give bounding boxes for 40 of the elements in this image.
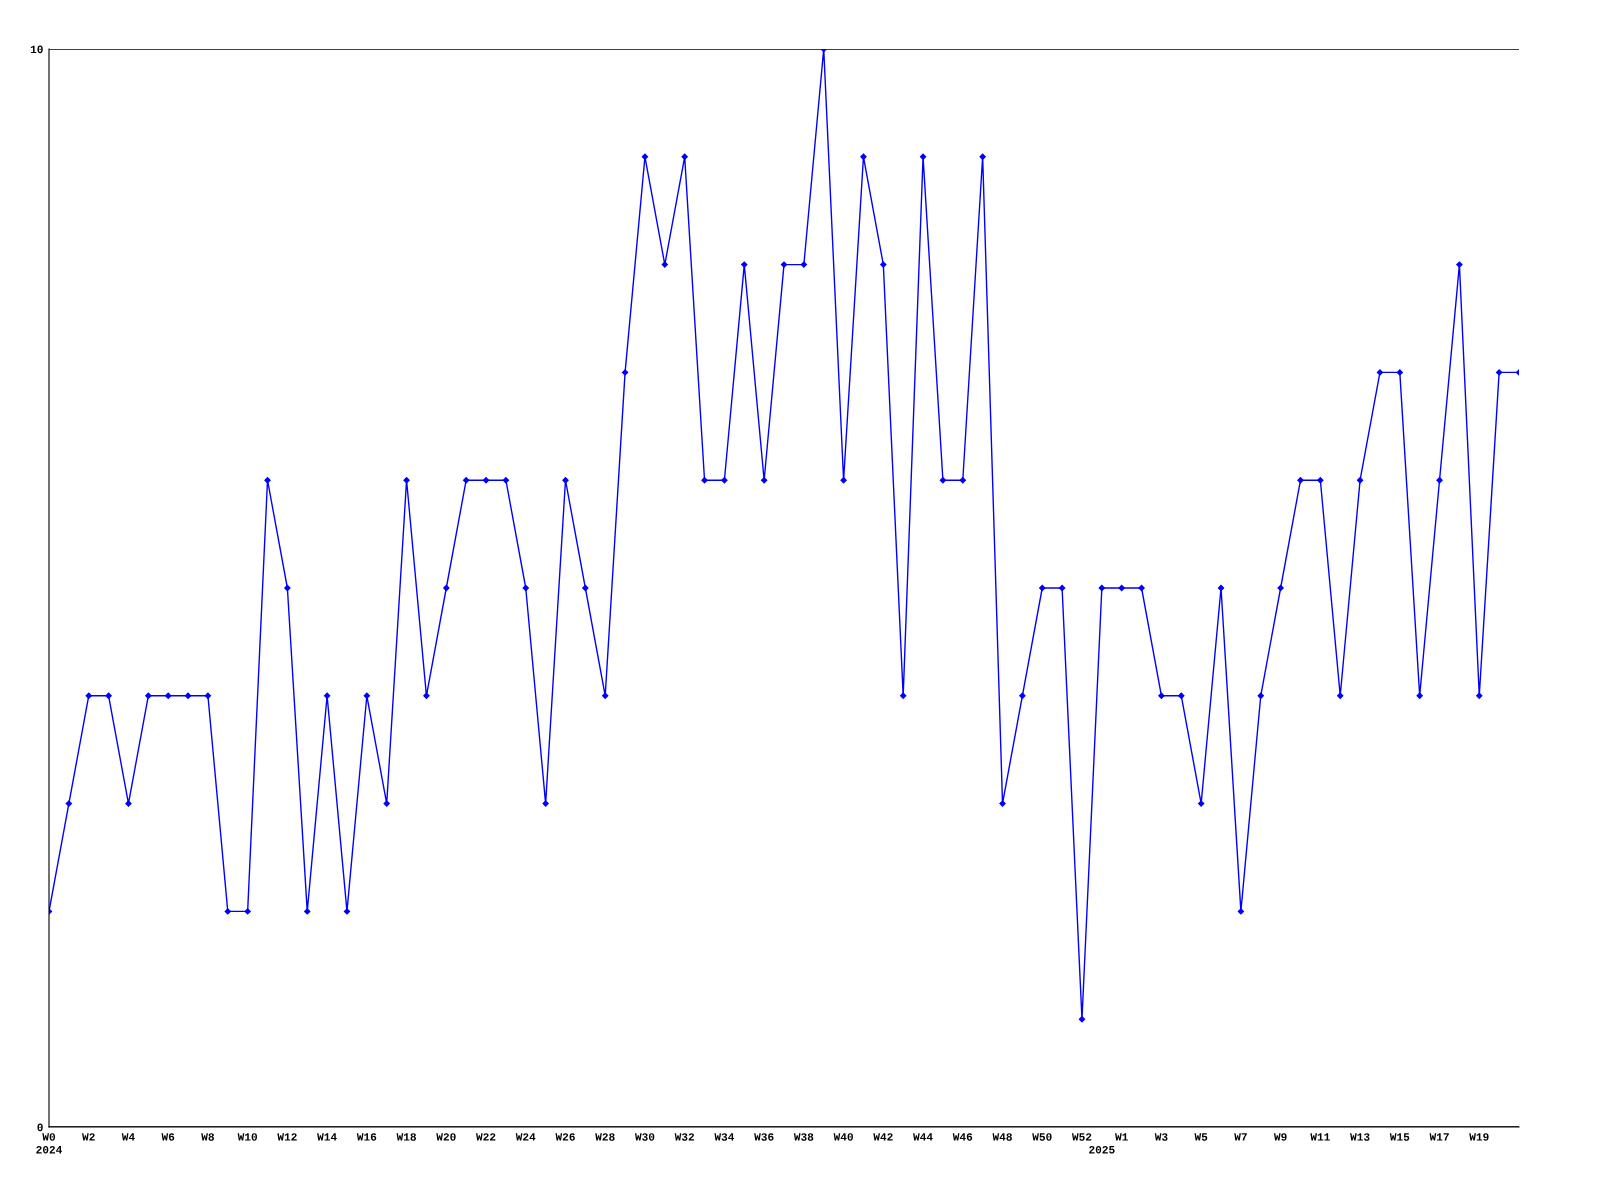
x-tick-label: W13 — [1350, 1133, 1370, 1141]
x-tick-label: W8 — [201, 1133, 214, 1141]
x-tick-label: W48 — [992, 1133, 1012, 1141]
x-tick-label: W34 — [714, 1133, 735, 1141]
x-tick-label: W11 — [1310, 1133, 1330, 1141]
x-tick-label: W20 — [436, 1133, 456, 1141]
x-tick-label: W18 — [396, 1133, 416, 1141]
x-tick-label: W52 — [1071, 1133, 1092, 1141]
x-tick-label: W40 — [833, 1133, 853, 1141]
x-tick-label: W32 — [674, 1133, 695, 1141]
x-tick-label: W26 — [555, 1133, 575, 1141]
x-tick-label: W24 — [515, 1133, 536, 1141]
x-tick-label: W1 — [1115, 1133, 1128, 1141]
x-tick-label: W38 — [793, 1133, 814, 1141]
x-tick-label: W12 — [277, 1133, 297, 1141]
x-tick-label: W28 — [595, 1133, 615, 1141]
x-tick-label: W22 — [476, 1133, 496, 1141]
y-tick-label: 10 — [30, 45, 43, 54]
x-tick-label: W16 — [356, 1133, 377, 1141]
x-tick-label: W46 — [952, 1133, 973, 1141]
x-tick-label: W19 — [1469, 1133, 1489, 1141]
x-tick-label: W17 — [1429, 1133, 1449, 1141]
x-tick-label: W9 — [1273, 1133, 1287, 1141]
x-tick-label: W14 — [317, 1133, 337, 1141]
x-tick-label: W50 — [1032, 1133, 1052, 1141]
x-tick-label: W42 — [873, 1133, 893, 1141]
x-tick-label: W3 — [1154, 1133, 1168, 1141]
x-tick-label: W36 — [754, 1133, 774, 1141]
x-tick-label: 2025 — [1089, 1145, 1115, 1154]
x-tick-label: W6 — [161, 1133, 175, 1141]
y-tick-label: 0 — [37, 1123, 43, 1132]
x-tick-label: W2 — [82, 1133, 95, 1141]
x-tick-label: W4 — [121, 1133, 135, 1141]
x-tick-label: W44 — [913, 1133, 933, 1141]
x-tick-label: W30 — [634, 1133, 655, 1141]
x-tick-label: W5 — [1194, 1133, 1208, 1141]
x-tick-label: W7 — [1234, 1133, 1247, 1141]
x-tick-label: W15 — [1389, 1133, 1410, 1141]
x-tick-label: W10 — [237, 1133, 258, 1141]
x-tick-label: W0 2024 — [36, 1133, 62, 1154]
